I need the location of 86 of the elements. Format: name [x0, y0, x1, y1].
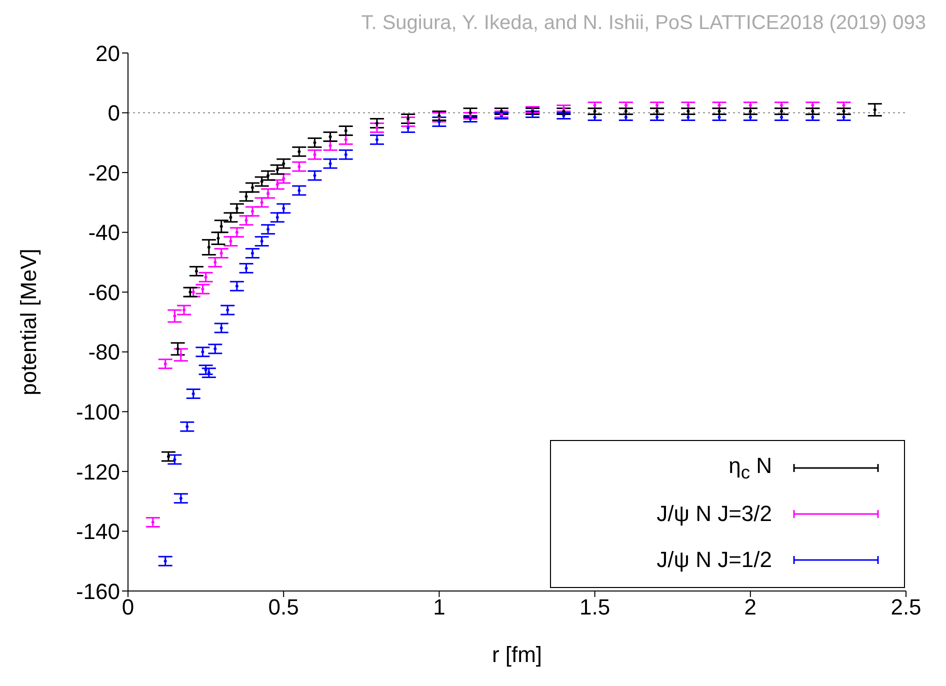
point	[250, 252, 254, 255]
point	[229, 216, 232, 219]
point	[226, 308, 230, 312]
point	[235, 230, 238, 234]
x-tick-label: 0.5	[268, 594, 299, 620]
point	[375, 122, 378, 125]
point	[179, 353, 182, 356]
point	[164, 362, 167, 366]
point	[173, 458, 176, 461]
point	[313, 174, 316, 178]
point	[220, 224, 223, 228]
point	[194, 270, 198, 273]
point	[873, 108, 876, 112]
point	[260, 240, 264, 243]
point	[328, 135, 332, 138]
point	[375, 138, 378, 142]
point	[220, 326, 223, 330]
legend-label: J/ψ N J=3/2	[656, 501, 772, 527]
point	[176, 347, 180, 350]
y-tick-label: -40	[88, 220, 120, 246]
y-axis-title: potential [MeV]	[16, 248, 41, 396]
point	[214, 347, 217, 350]
point	[468, 111, 472, 114]
point	[344, 129, 348, 132]
point	[298, 165, 301, 168]
point	[201, 288, 204, 291]
legend-label: η$_{c}$ N	[728, 452, 772, 484]
x-axis-title: r [fm]	[492, 642, 542, 667]
point	[235, 284, 238, 288]
point	[282, 177, 286, 180]
point	[244, 194, 248, 198]
point	[207, 371, 210, 374]
point	[276, 168, 279, 172]
point	[276, 216, 279, 219]
x-tick-label: 1	[433, 594, 446, 620]
point	[375, 126, 378, 130]
point	[188, 290, 192, 294]
point	[214, 260, 217, 264]
point	[260, 200, 264, 204]
point	[192, 290, 195, 294]
point	[276, 183, 279, 186]
point	[186, 425, 189, 428]
point	[164, 560, 167, 563]
text: T. Sugiura, Y. Ikeda, and N. Ishii, PoS LATTICE2018 (2019) 093	[361, 12, 926, 35]
point	[328, 162, 332, 166]
point	[282, 206, 286, 210]
point	[220, 252, 223, 255]
x-tick-label: 2.5	[890, 594, 922, 620]
point	[406, 126, 410, 130]
y-tick-label: -20	[88, 160, 120, 186]
point	[266, 228, 270, 231]
point	[235, 206, 238, 210]
point	[406, 117, 410, 120]
point	[313, 153, 316, 156]
point	[151, 520, 154, 524]
y-tick-label: 20	[96, 40, 120, 66]
y-tick-label: -80	[88, 340, 120, 365]
point	[244, 218, 248, 222]
point	[260, 180, 264, 184]
point	[216, 236, 220, 240]
point	[282, 162, 286, 166]
point	[313, 141, 316, 144]
x-tick-label: 1.5	[580, 594, 610, 620]
y-tick-label: -160	[76, 578, 120, 604]
point	[328, 144, 332, 148]
point	[173, 314, 176, 318]
y-tick-label: -60	[88, 280, 120, 305]
legend-label: J/ψ N J=1/2	[656, 547, 772, 573]
point	[201, 350, 204, 354]
point	[192, 392, 195, 396]
y-tick-label: 0	[108, 100, 120, 126]
point	[204, 276, 208, 279]
point	[344, 138, 348, 142]
point	[298, 188, 301, 192]
point	[244, 266, 248, 270]
point	[229, 240, 232, 243]
point	[406, 120, 410, 124]
point	[298, 150, 301, 154]
point	[344, 153, 348, 156]
y-tick-label: -100	[76, 399, 120, 424]
point	[207, 246, 210, 249]
y-tick-label: -120	[76, 459, 120, 484]
x-tick-label: 2	[744, 594, 757, 620]
point	[179, 496, 182, 500]
point	[438, 120, 441, 124]
y-tick-label: -140	[76, 519, 120, 544]
